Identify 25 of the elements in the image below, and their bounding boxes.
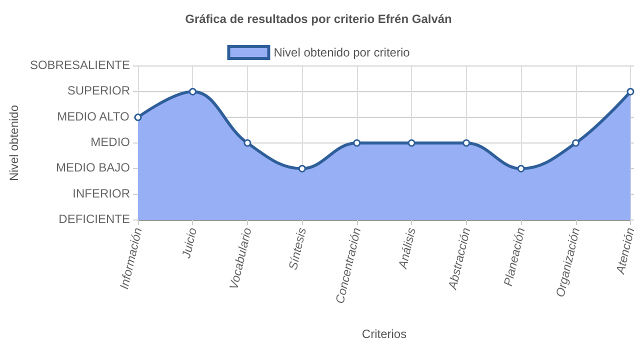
point (408, 139, 416, 147)
point (517, 164, 525, 172)
point (134, 114, 142, 122)
x-tick-label: Síntesis (286, 226, 309, 272)
text: MEDIO (90, 135, 130, 149)
point (244, 139, 252, 147)
text: Nivel obtenido (7, 104, 21, 182)
legend-label: Nivel obtenido por criterio (274, 46, 410, 60)
point (462, 139, 470, 147)
point (298, 164, 306, 172)
point (188, 88, 196, 96)
x-tick-label: Atención (612, 226, 637, 276)
text: MEDIO BAJO (56, 160, 130, 175)
point (572, 139, 580, 147)
text: MEDIO ALTO (57, 109, 130, 124)
point (353, 139, 361, 147)
text: SUPERIOR (67, 84, 130, 98)
x-tick-label: Juicio (178, 226, 200, 260)
text: DEFICIENTE (58, 212, 130, 226)
x-tick-label: Análisis (395, 226, 418, 271)
chart-title: Gráfica de resultados por criterio Efrén Galván (185, 12, 452, 26)
point (626, 88, 634, 96)
text: SOBRESALIENTE (30, 58, 130, 72)
x-axis-title: Criterios (362, 327, 407, 341)
text: INFERIOR (72, 186, 130, 200)
